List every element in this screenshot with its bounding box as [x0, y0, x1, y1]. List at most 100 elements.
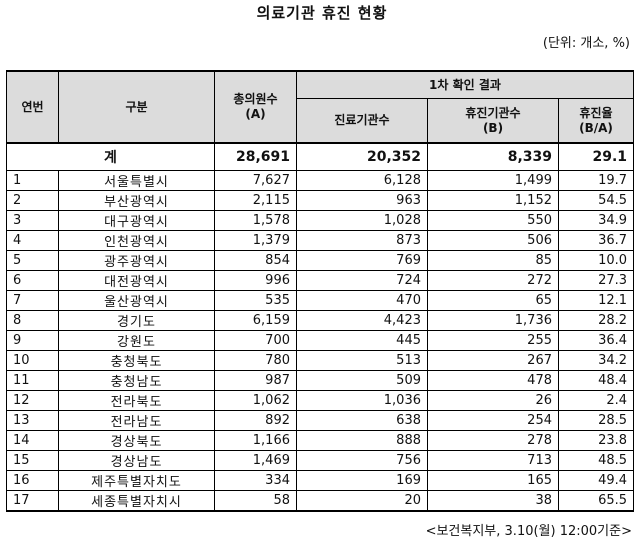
total-rate: 29.1	[557, 142, 635, 171]
cell-region: 대전광역시	[58, 270, 215, 291]
cell-closed: 1,499	[427, 170, 559, 191]
table-row: 11 충청남도 987 509 478 48.4	[6, 370, 635, 391]
cell-region: 전라북도	[58, 390, 215, 411]
table-row: 9 강원도 700 445 255 36.4	[6, 330, 635, 351]
cell-closed: 254	[427, 410, 559, 431]
cell-no: 11	[6, 370, 59, 391]
cell-closed: 272	[427, 270, 559, 291]
cell-confirmed: 445	[296, 330, 428, 351]
cell-total-clinics: 334	[214, 470, 297, 491]
cell-confirmed: 470	[296, 290, 428, 311]
total-row: 계 28,691 20,352 8,339 29.1	[6, 142, 635, 171]
table-row: 5 광주광역시 854 769 85 10.0	[6, 250, 635, 271]
cell-total-clinics: 996	[214, 270, 297, 291]
cell-region: 충청남도	[58, 370, 215, 391]
table-row: 17 세종특별자치시 58 20 38 65.5	[6, 490, 635, 512]
clinic-closure-table: 연번 구분 총의원수 (A) 1차 확인 결과 진료기관수 휴진기관수 (B) …	[6, 70, 635, 512]
cell-rate: 23.8	[557, 430, 635, 451]
cell-closed: 713	[427, 450, 559, 471]
cell-confirmed: 963	[296, 190, 428, 211]
cell-confirmed: 756	[296, 450, 428, 471]
cell-rate: 48.5	[557, 450, 635, 471]
cell-no: 12	[6, 390, 59, 411]
header-total-clinics-sub: (A)	[245, 107, 266, 121]
cell-total-clinics: 987	[214, 370, 297, 391]
table-row: 14 경상북도 1,166 888 278 23.8	[6, 430, 635, 451]
cell-rate: 48.4	[557, 370, 635, 391]
header-closed: 휴진기관수 (B)	[427, 98, 559, 144]
cell-total-clinics: 6,159	[214, 310, 297, 331]
table-row: 15 경상남도 1,469 756 713 48.5	[6, 450, 635, 471]
cell-total-clinics: 535	[214, 290, 297, 311]
cell-closed: 85	[427, 250, 559, 271]
cell-closed: 65	[427, 290, 559, 311]
cell-total-clinics: 2,115	[214, 190, 297, 211]
cell-region: 경기도	[58, 310, 215, 331]
table-row: 7 울산광역시 535 470 65 12.1	[6, 290, 635, 311]
cell-confirmed: 513	[296, 350, 428, 371]
cell-closed: 38	[427, 490, 559, 512]
cell-total-clinics: 700	[214, 330, 297, 351]
table-row: 1 서울특별시 7,627 6,128 1,499 19.7	[6, 170, 635, 191]
table-row: 13 전라남도 892 638 254 28.5	[6, 410, 635, 431]
header-confirmed: 진료기관수	[296, 98, 428, 144]
table-row: 16 제주특별자치도 334 169 165 49.4	[6, 470, 635, 491]
cell-confirmed: 20	[296, 490, 428, 512]
table-row: 4 인천광역시 1,379 873 506 36.7	[6, 230, 635, 251]
cell-rate: 34.9	[557, 210, 635, 231]
cell-closed: 1,736	[427, 310, 559, 331]
cell-total-clinics: 1,166	[214, 430, 297, 451]
cell-no: 4	[6, 230, 59, 251]
cell-rate: 27.3	[557, 270, 635, 291]
total-confirmed: 20,352	[296, 142, 428, 171]
cell-region: 부산광역시	[58, 190, 215, 211]
cell-no: 7	[6, 290, 59, 311]
header-rate-sub: (B/A)	[579, 120, 613, 135]
total-label: 계	[6, 142, 215, 171]
cell-no: 14	[6, 430, 59, 451]
header-region: 구분	[58, 70, 215, 144]
cell-closed: 278	[427, 430, 559, 451]
cell-confirmed: 1,036	[296, 390, 428, 411]
header-rate-label: 휴진율	[579, 105, 613, 120]
unit-note: (단위: 개소, %)	[542, 36, 630, 51]
header-closed-sub: (B)	[482, 120, 504, 135]
total-clinics: 28,691	[214, 142, 297, 171]
cell-region: 서울특별시	[58, 170, 215, 191]
cell-closed: 478	[427, 370, 559, 391]
cell-no: 8	[6, 310, 59, 331]
cell-total-clinics: 7,627	[214, 170, 297, 191]
header-total-clinics: 총의원수 (A)	[214, 70, 297, 144]
total-closed: 8,339	[427, 142, 559, 171]
table-row: 3 대구광역시 1,578 1,028 550 34.9	[6, 210, 635, 231]
page-title: 의료기관 휴진 현황	[256, 4, 388, 22]
cell-total-clinics: 892	[214, 410, 297, 431]
cell-no: 6	[6, 270, 59, 291]
cell-closed: 267	[427, 350, 559, 371]
cell-rate: 12.1	[557, 290, 635, 311]
header-no: 연번	[6, 70, 59, 144]
cell-no: 16	[6, 470, 59, 491]
cell-region: 세종특별자치시	[58, 490, 215, 512]
cell-rate: 19.7	[557, 170, 635, 191]
cell-no: 1	[6, 170, 59, 191]
cell-region: 인천광역시	[58, 230, 215, 251]
cell-rate: 49.4	[557, 470, 635, 491]
cell-no: 9	[6, 330, 59, 351]
cell-rate: 36.7	[557, 230, 635, 251]
cell-region: 경상북도	[58, 430, 215, 451]
table-row: 6 대전광역시 996 724 272 27.3	[6, 270, 635, 291]
cell-closed: 26	[427, 390, 559, 411]
cell-region: 대구광역시	[58, 210, 215, 231]
cell-confirmed: 1,028	[296, 210, 428, 231]
cell-confirmed: 888	[296, 430, 428, 451]
cell-total-clinics: 854	[214, 250, 297, 271]
cell-no: 13	[6, 410, 59, 431]
cell-region: 경상남도	[58, 450, 215, 471]
header-total-clinics-label: 총의원수	[233, 92, 278, 106]
cell-closed: 255	[427, 330, 559, 351]
header-rate: 휴진율 (B/A)	[557, 98, 635, 144]
cell-confirmed: 873	[296, 230, 428, 251]
cell-region: 충청북도	[58, 350, 215, 371]
cell-region: 제주특별자치도	[58, 470, 215, 491]
